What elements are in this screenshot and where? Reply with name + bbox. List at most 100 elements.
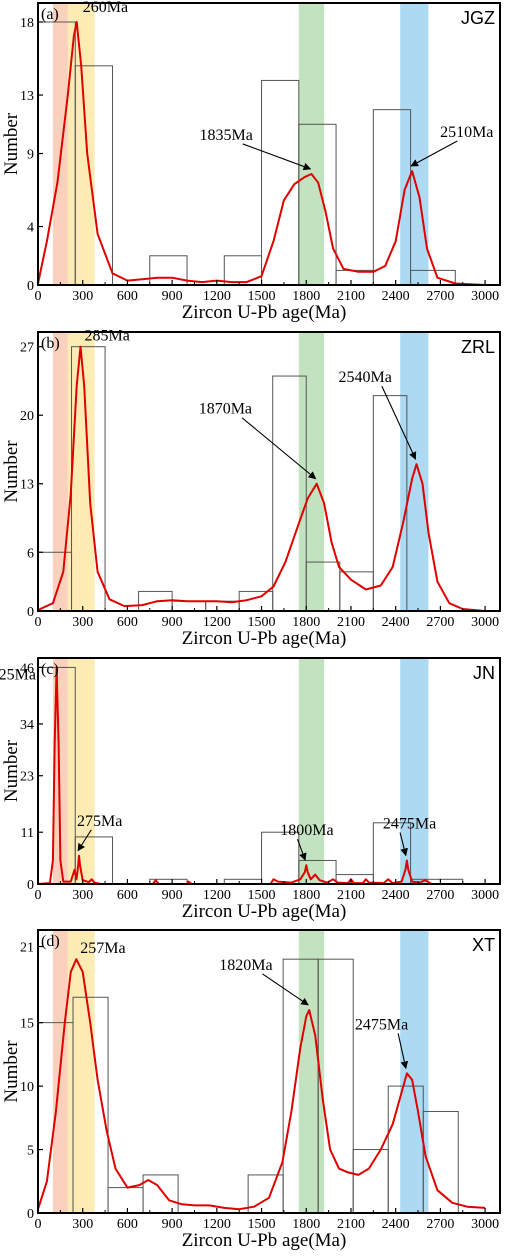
age-band-blue [400, 658, 429, 884]
site-label: ZRL [461, 337, 495, 357]
x-tick-label: 1200 [203, 615, 231, 630]
x-tick-label: 900 [162, 1217, 183, 1232]
x-tick-label: 1800 [292, 888, 320, 903]
peak-label: 1800Ma [280, 822, 333, 839]
x-tick-label: 2400 [382, 615, 410, 630]
age-band-blue [400, 930, 429, 1213]
x-tick-label: 900 [162, 289, 183, 304]
y-tick-label: 0 [27, 878, 34, 893]
x-tick-label: 3000 [471, 289, 499, 304]
histogram-bar [261, 79, 300, 286]
panel-label: (b) [41, 335, 60, 352]
x-tick-label: 1800 [292, 289, 320, 304]
age-band-green [298, 332, 325, 611]
x-tick-label: 2100 [337, 888, 365, 903]
peak-arrow [410, 140, 458, 167]
panel-jgz: 0 300 600 900 1200 1500 1800 2100 2400 2700 3000 0 4… [1, 0, 501, 323]
site-label: XT [472, 935, 495, 955]
plot-frame [37, 657, 501, 885]
y-tick-label: 6 [27, 546, 34, 561]
y-tick-label: 0 [27, 605, 34, 620]
x-tick-label: 3000 [471, 615, 499, 630]
density-curve [37, 345, 486, 612]
site-label: JN [473, 663, 495, 683]
x-axis-title: Zircon U-Pb age(Ma) [182, 628, 347, 649]
age-band-yellow [67, 658, 95, 884]
y-tick-label: 4 [27, 221, 34, 236]
x-tick-label: 900 [162, 888, 183, 903]
y-tick-label: 27 [20, 341, 34, 356]
y-tick-label: 13 [20, 478, 34, 493]
panel-xt: 0 300 600 900 1200 1500 1800 2100 2400 2700 3000 0 5… [1, 929, 501, 1251]
y-tick-label: 15 [20, 1017, 34, 1032]
x-tick-label: 0 [35, 615, 42, 630]
histogram-bar [107, 1187, 144, 1214]
peak-label: 1820Ma [219, 957, 272, 974]
x-tick-label: 1200 [203, 888, 231, 903]
x-tick-label: 2400 [382, 289, 410, 304]
y-axis-title: Number [1, 112, 22, 175]
x-tick-label: 1500 [248, 289, 276, 304]
x-tick-label: 2400 [382, 888, 410, 903]
peak-arrow [381, 385, 417, 460]
age-band-yellow [67, 930, 95, 1213]
peak-arrow [262, 973, 309, 1006]
panel-label: (d) [41, 933, 60, 950]
x-tick-label: 2700 [426, 888, 454, 903]
y-tick-label: 0 [27, 279, 34, 294]
histogram-bar [352, 1149, 389, 1214]
age-band-pink [52, 658, 68, 884]
age-band-pink [52, 3, 68, 285]
x-tick-label: 1800 [292, 615, 320, 630]
x-tick-label: 1200 [203, 1217, 231, 1232]
histogram-bar [223, 255, 263, 286]
x-tick-label: 300 [72, 615, 93, 630]
x-tick-label: 1200 [203, 289, 231, 304]
peak-arrow [241, 417, 317, 480]
y-tick-label: 34 [20, 718, 34, 733]
x-axis-title: Zircon U-Pb age(Ma) [182, 1230, 347, 1251]
y-tick-label: 9 [27, 147, 34, 162]
peak-label: 257Ma [80, 940, 125, 957]
x-tick-label: 1500 [248, 615, 276, 630]
peak-arrow [399, 832, 408, 857]
x-tick-label: 0 [35, 1217, 42, 1232]
y-tick-label: 46 [20, 661, 34, 676]
panel-label: (a) [41, 6, 59, 23]
x-tick-label: 2100 [337, 615, 365, 630]
x-tick-label: 600 [117, 615, 138, 630]
x-tick-label: 1500 [248, 888, 276, 903]
age-band-green [298, 658, 325, 884]
x-tick-label: 300 [72, 888, 93, 903]
peak-label: 2540Ma [339, 369, 392, 386]
y-tick-label: 20 [20, 409, 34, 424]
y-tick-label: 10 [20, 1080, 34, 1095]
histogram-bar [149, 255, 188, 286]
y-axis-title: Number [1, 739, 22, 802]
site-label: JGZ [461, 8, 495, 28]
y-tick-label: 13 [20, 89, 34, 104]
age-band-pink [52, 332, 68, 611]
peak-label: 1835Ma [199, 127, 252, 144]
peak-label: 2475Ma [383, 815, 436, 832]
x-tick-label: 0 [35, 888, 42, 903]
y-axis-title: Number [1, 440, 22, 503]
y-tick-label: 11 [21, 826, 34, 841]
y-tick-label: 23 [20, 770, 34, 785]
x-tick-label: 2400 [382, 1217, 410, 1232]
x-tick-label: 2700 [426, 289, 454, 304]
x-tick-label: 3000 [471, 888, 499, 903]
y-tick-label: 5 [27, 1144, 34, 1159]
peak-arrow [77, 829, 92, 852]
histogram-bar [171, 600, 207, 612]
histogram-bar [339, 571, 374, 612]
histogram-bar [261, 831, 300, 885]
density-curve [37, 958, 486, 1211]
plot-frame [37, 929, 501, 1214]
peak-label: 1870Ma [199, 401, 252, 418]
density-curve [37, 21, 486, 286]
x-tick-label: 900 [162, 615, 183, 630]
x-tick-label: 0 [35, 289, 42, 304]
x-tick-label: 2700 [426, 615, 454, 630]
x-tick-label: 300 [72, 1217, 93, 1232]
